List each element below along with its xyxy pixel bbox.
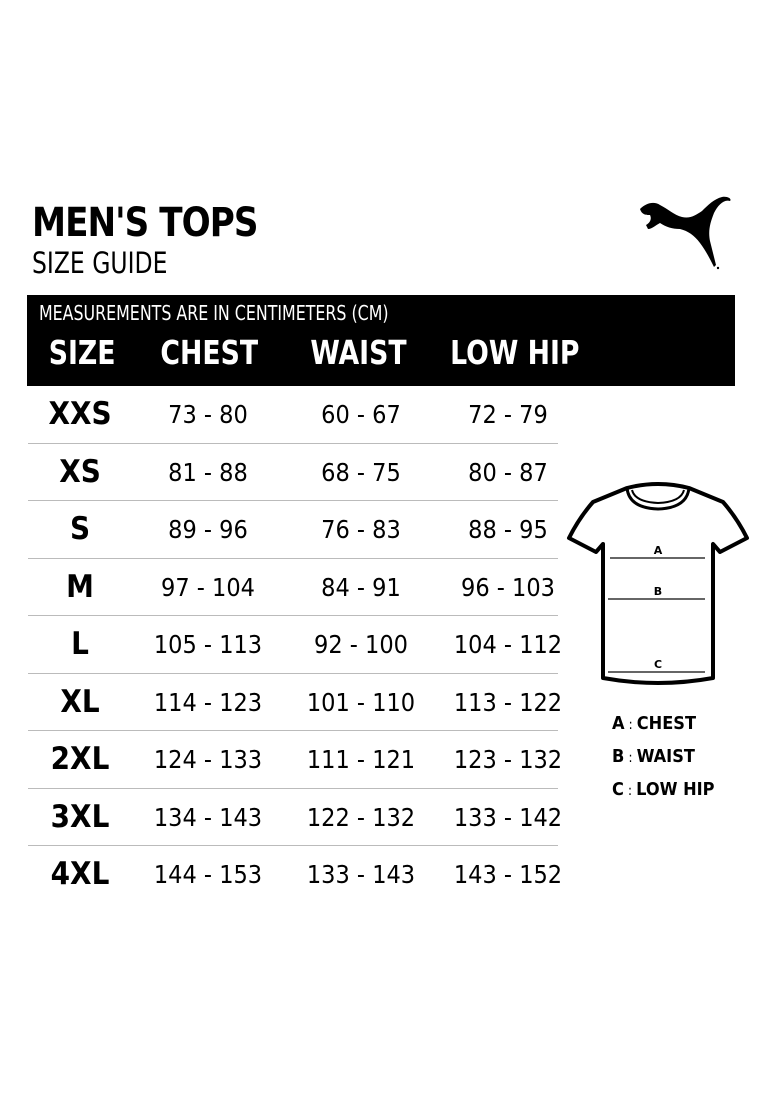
chest-cell: 89 - 96 bbox=[168, 515, 248, 544]
col-waist: WAIST bbox=[310, 333, 407, 372]
chest-cell: 124 - 133 bbox=[153, 745, 263, 774]
marker-b: B bbox=[654, 585, 662, 598]
legend-item: B: WAIST bbox=[612, 741, 715, 774]
low-hip-cell: 88 - 95 bbox=[468, 515, 548, 544]
low-hip-cell: 143 - 152 bbox=[453, 860, 563, 889]
low-hip-cell: 113 - 122 bbox=[453, 687, 563, 717]
table-row: 4XL 144 - 153 133 - 143 143 - 152 bbox=[28, 846, 562, 904]
low-hip-cell: 72 - 79 bbox=[468, 400, 548, 429]
size-cell: 4XL bbox=[50, 856, 110, 892]
legend-sep: : bbox=[627, 783, 633, 799]
size-cell: L bbox=[71, 626, 89, 662]
size-cell: XL bbox=[60, 683, 100, 720]
low-hip-cell: 104 - 112 bbox=[453, 630, 563, 659]
waist-cell: 133 - 143 bbox=[306, 860, 416, 889]
table-row: S 89 - 96 76 - 83 88 - 95 bbox=[28, 501, 558, 559]
chest-cell: 105 - 113 bbox=[153, 630, 263, 659]
low-hip-cell: 80 - 87 bbox=[468, 457, 548, 487]
page-title: MEN'S TOPS bbox=[32, 200, 258, 246]
chest-cell: 134 - 143 bbox=[153, 802, 263, 832]
puma-logo bbox=[640, 196, 731, 270]
legend-label: CHEST bbox=[636, 713, 697, 734]
chest-cell: 81 - 88 bbox=[168, 457, 248, 487]
chest-cell: 97 - 104 bbox=[161, 572, 255, 602]
waist-cell: 111 - 121 bbox=[306, 745, 416, 774]
waist-cell: 68 - 75 bbox=[321, 457, 401, 487]
table-header: MEASUREMENTS ARE IN CENTIMETERS (CM) SIZ… bbox=[27, 295, 735, 386]
legend-label: LOW HIP bbox=[636, 779, 715, 800]
size-cell: M bbox=[66, 568, 94, 605]
legend-key: A bbox=[612, 713, 625, 734]
col-low-hip: LOW HIP bbox=[450, 333, 580, 372]
legend-sep: : bbox=[628, 717, 633, 733]
marker-a: A bbox=[654, 544, 663, 557]
low-hip-cell: 96 - 103 bbox=[461, 572, 555, 602]
waist-cell: 84 - 91 bbox=[321, 572, 401, 602]
chest-cell: 144 - 153 bbox=[153, 860, 263, 889]
table-row: XS 81 - 88 68 - 75 80 - 87 bbox=[28, 444, 558, 501]
table-row: XL 114 - 123 101 - 110 113 - 122 bbox=[28, 674, 562, 731]
page-subtitle: SIZE GUIDE bbox=[32, 246, 168, 280]
low-hip-cell: 123 - 132 bbox=[453, 745, 563, 774]
size-cell: XXS bbox=[48, 396, 112, 432]
size-cell: 2XL bbox=[50, 741, 110, 777]
waist-cell: 92 - 100 bbox=[314, 630, 408, 659]
size-cell: S bbox=[69, 511, 91, 547]
size-cell: XS bbox=[59, 453, 101, 490]
table-row: 3XL 134 - 143 122 - 132 133 - 142 bbox=[28, 789, 562, 846]
table-row: M 97 - 104 84 - 91 96 - 103 bbox=[28, 559, 558, 616]
col-size: SIZE bbox=[48, 333, 116, 372]
legend-key: B bbox=[612, 746, 625, 767]
legend-key: C bbox=[612, 779, 624, 800]
waist-cell: 76 - 83 bbox=[321, 515, 401, 544]
chest-cell: 114 - 123 bbox=[153, 687, 263, 717]
table-row: XXS 73 - 80 60 - 67 72 - 79 bbox=[28, 386, 558, 444]
marker-c: C bbox=[654, 658, 662, 671]
col-chest: CHEST bbox=[160, 333, 259, 372]
waist-cell: 122 - 132 bbox=[306, 802, 416, 832]
table-row: 2XL 124 - 133 111 - 121 123 - 132 bbox=[28, 731, 562, 789]
table-row: L 105 - 113 92 - 100 104 - 112 bbox=[28, 616, 562, 674]
legend-item: C: LOW HIP bbox=[612, 774, 715, 807]
legend-item: A: CHEST bbox=[612, 708, 715, 741]
units-note: MEASUREMENTS ARE IN CENTIMETERS (CM) bbox=[39, 301, 389, 325]
size-cell: 3XL bbox=[50, 798, 110, 835]
diagram-legend: A: CHEST B: WAIST C: LOW HIP bbox=[612, 708, 715, 807]
size-table: XXS 73 - 80 60 - 67 72 - 79 XS 81 - 88 68 - 75… bbox=[28, 386, 562, 904]
legend-label: WAIST bbox=[636, 746, 695, 767]
low-hip-cell: 133 - 142 bbox=[453, 802, 563, 832]
chest-cell: 73 - 80 bbox=[168, 400, 248, 429]
tshirt-diagram: A B C bbox=[567, 482, 749, 685]
legend-sep: : bbox=[628, 750, 633, 766]
waist-cell: 60 - 67 bbox=[321, 400, 401, 429]
waist-cell: 101 - 110 bbox=[306, 687, 416, 717]
